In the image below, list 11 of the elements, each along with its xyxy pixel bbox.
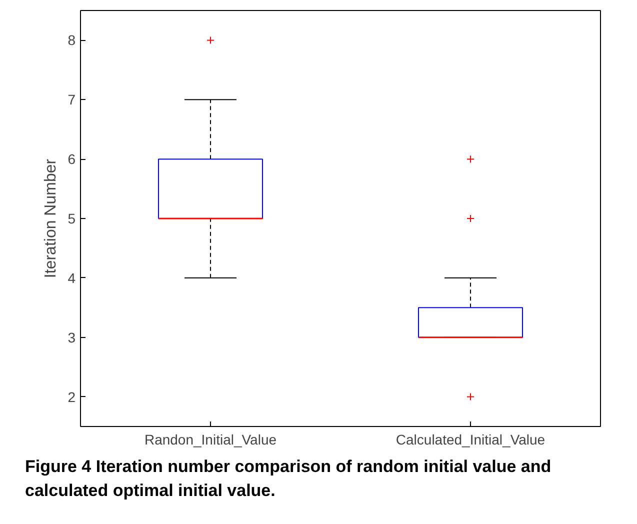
y-tick-label: 5	[68, 210, 76, 226]
y-tick-label: 6	[68, 151, 76, 168]
y-axis-title: Iteration Number	[42, 158, 60, 278]
x-tick-label: Calculated_Initial_Value	[396, 432, 546, 448]
y-tick-label: 8	[68, 32, 76, 48]
y-tick-label: 4	[68, 270, 76, 286]
y-tick-label: 2	[68, 388, 76, 405]
caption: Figure 4 Iteration number comparison of random initial value and calculated optimal initial value.	[25, 456, 552, 502]
y-tick-label: 3	[68, 329, 76, 346]
y-tick-label: 7	[68, 92, 76, 108]
x-tick-label: Randon_Initial_Value	[144, 432, 277, 448]
